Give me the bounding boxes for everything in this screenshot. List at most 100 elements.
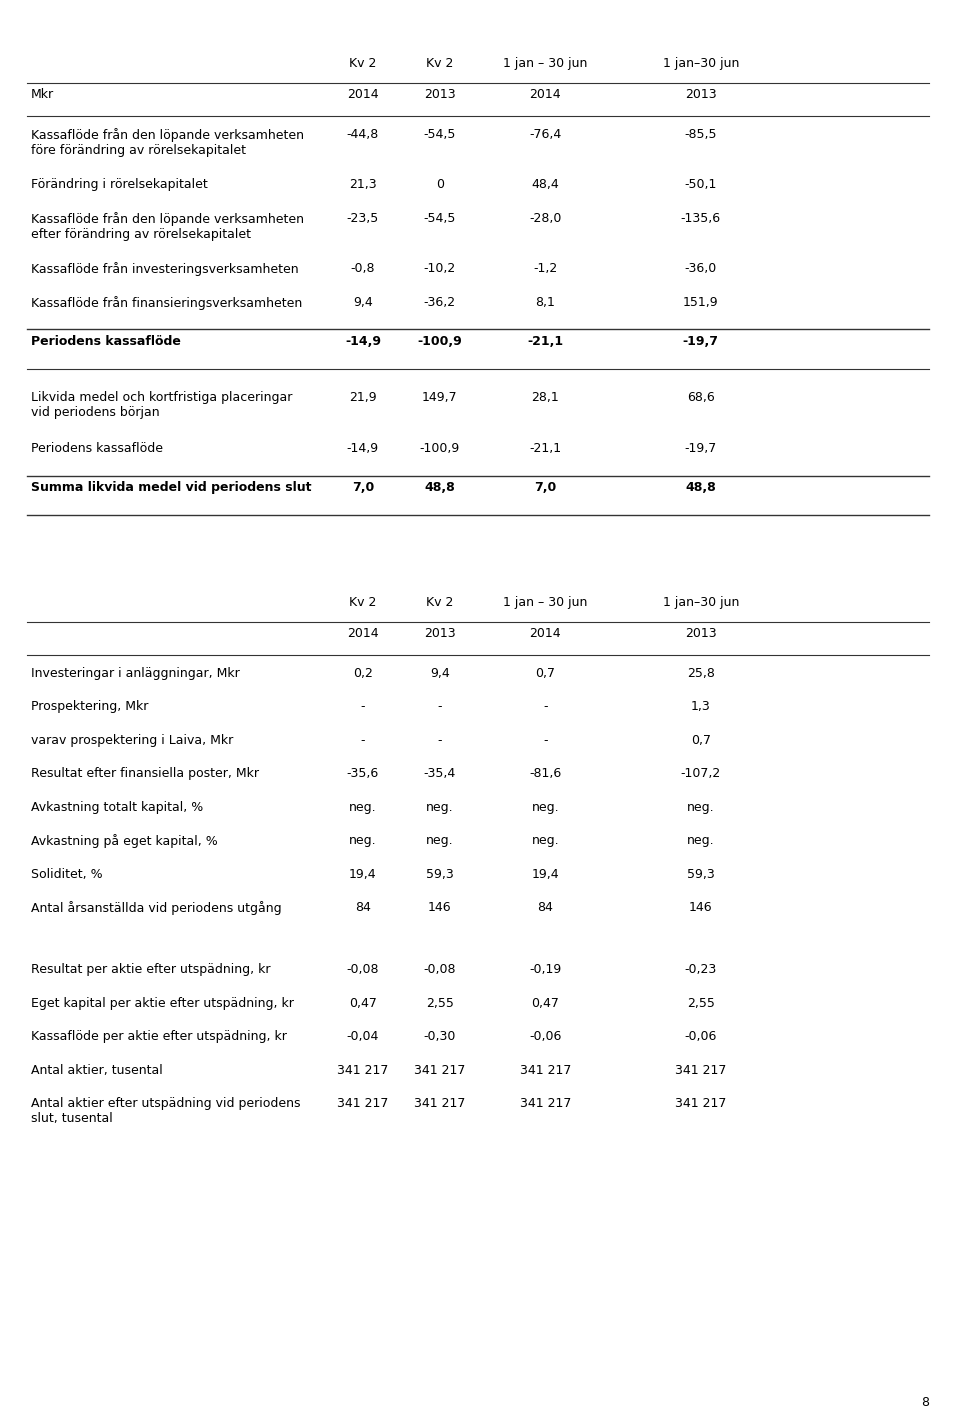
Text: 341 217: 341 217 (675, 1097, 727, 1111)
Text: Resultat efter finansiella poster, Mkr: Resultat efter finansiella poster, Mkr (31, 767, 259, 780)
Text: 341 217: 341 217 (414, 1097, 466, 1111)
Text: 28,1: 28,1 (532, 391, 559, 405)
Text: 151,9: 151,9 (683, 297, 719, 309)
Text: -10,2: -10,2 (423, 262, 456, 275)
Text: -: - (438, 734, 442, 747)
Text: 59,3: 59,3 (687, 867, 714, 881)
Text: Periodens kassaflöde: Periodens kassaflöde (31, 335, 180, 348)
Text: -: - (543, 734, 547, 747)
Text: 2014: 2014 (530, 88, 561, 101)
Text: neg.: neg. (426, 801, 453, 814)
Text: 1 jan – 30 jun: 1 jan – 30 jun (503, 57, 588, 70)
Text: 341 217: 341 217 (337, 1064, 389, 1077)
Text: -0,04: -0,04 (347, 1030, 379, 1044)
Text: 2013: 2013 (685, 88, 716, 101)
Text: -19,7: -19,7 (684, 442, 717, 455)
Text: 146: 146 (689, 901, 712, 914)
Text: 149,7: 149,7 (421, 391, 458, 405)
Text: 2014: 2014 (348, 88, 378, 101)
Text: 0,2: 0,2 (353, 667, 372, 680)
Text: 2013: 2013 (424, 627, 455, 640)
Text: NYCKELTAL: NYCKELTAL (439, 560, 521, 575)
Text: 8: 8 (922, 1396, 929, 1409)
Text: -107,2: -107,2 (681, 767, 721, 780)
Text: 1 jan–30 jun: 1 jan–30 jun (662, 596, 739, 609)
Text: 9,4: 9,4 (353, 297, 372, 309)
Text: 19,4: 19,4 (349, 867, 376, 881)
Text: -23,5: -23,5 (347, 211, 379, 225)
Text: Kv 2: Kv 2 (349, 57, 376, 70)
Text: -0,06: -0,06 (529, 1030, 562, 1044)
Text: -44,8: -44,8 (347, 128, 379, 141)
Text: 84: 84 (355, 901, 371, 914)
Text: 8,1: 8,1 (536, 297, 555, 309)
Text: neg.: neg. (687, 834, 714, 847)
Text: -50,1: -50,1 (684, 178, 717, 191)
Text: Summa likvida medel vid periodens slut: Summa likvida medel vid periodens slut (31, 482, 311, 495)
Text: 0,47: 0,47 (531, 997, 560, 1010)
Text: Mkr: Mkr (31, 88, 54, 101)
Text: 7,0: 7,0 (351, 482, 374, 495)
Text: -19,7: -19,7 (683, 335, 719, 348)
Text: -: - (361, 734, 365, 747)
Text: 2014: 2014 (348, 627, 378, 640)
Text: -0,19: -0,19 (529, 964, 562, 977)
Text: 19,4: 19,4 (532, 867, 559, 881)
Text: Antal årsanställda vid periodens utgång: Antal årsanställda vid periodens utgång (31, 901, 281, 915)
Text: Kv 2: Kv 2 (349, 596, 376, 609)
Text: -0,08: -0,08 (423, 964, 456, 977)
Text: -14,9: -14,9 (347, 442, 379, 455)
Text: 0,47: 0,47 (348, 997, 377, 1010)
Text: -76,4: -76,4 (529, 128, 562, 141)
Text: varav prospektering i Laiva, Mkr: varav prospektering i Laiva, Mkr (31, 734, 233, 747)
Text: -100,9: -100,9 (420, 442, 460, 455)
Text: 0,7: 0,7 (691, 734, 710, 747)
Text: -81,6: -81,6 (529, 767, 562, 780)
Text: -54,5: -54,5 (423, 211, 456, 225)
Text: -21,1: -21,1 (527, 335, 564, 348)
Text: -36,2: -36,2 (423, 297, 456, 309)
Text: 2013: 2013 (424, 88, 455, 101)
Text: -: - (438, 700, 442, 713)
Text: 2,55: 2,55 (686, 997, 715, 1010)
Text: -0,8: -0,8 (350, 262, 375, 275)
Text: -0,06: -0,06 (684, 1030, 717, 1044)
Text: 7,0: 7,0 (534, 482, 557, 495)
Text: Kassaflöde från den löpande verksamheten
före förändring av rörelsekapitalet: Kassaflöde från den löpande verksamheten… (31, 128, 303, 157)
Text: Likvida medel och kortfristiga placeringar
vid periodens början: Likvida medel och kortfristiga placering… (31, 391, 292, 419)
Text: Investeringar i anläggningar, Mkr: Investeringar i anläggningar, Mkr (31, 667, 239, 680)
Text: Kv 2: Kv 2 (426, 57, 453, 70)
Text: KONCERNENS KASSAFLÖDESANALYS I SAMMANDRAG: KONCERNENS KASSAFLÖDESANALYS I SAMMANDRA… (282, 21, 678, 36)
Text: Förändring i rörelsekapitalet: Förändring i rörelsekapitalet (31, 178, 207, 191)
Text: 68,6: 68,6 (687, 391, 714, 405)
Text: Eget kapital per aktie efter utspädning, kr: Eget kapital per aktie efter utspädning,… (31, 997, 294, 1010)
Text: 2,55: 2,55 (425, 997, 454, 1010)
Text: -0,23: -0,23 (684, 964, 717, 977)
Text: 48,4: 48,4 (532, 178, 559, 191)
Text: -0,30: -0,30 (423, 1030, 456, 1044)
Text: 341 217: 341 217 (519, 1064, 571, 1077)
Text: Soliditet, %: Soliditet, % (31, 867, 103, 881)
Text: 21,3: 21,3 (349, 178, 376, 191)
Text: Resultat per aktie efter utspädning, kr: Resultat per aktie efter utspädning, kr (31, 964, 270, 977)
Text: 25,8: 25,8 (686, 667, 715, 680)
Text: neg.: neg. (687, 801, 714, 814)
Text: neg.: neg. (532, 801, 559, 814)
Text: -100,9: -100,9 (418, 335, 462, 348)
Text: Antal aktier, tusental: Antal aktier, tusental (31, 1064, 162, 1077)
Text: 9,4: 9,4 (430, 667, 449, 680)
Text: 0,7: 0,7 (536, 667, 555, 680)
Text: neg.: neg. (349, 801, 376, 814)
Text: Kassaflöde per aktie efter utspädning, kr: Kassaflöde per aktie efter utspädning, k… (31, 1030, 287, 1044)
Text: -28,0: -28,0 (529, 211, 562, 225)
Text: -36,0: -36,0 (684, 262, 717, 275)
Text: 341 217: 341 217 (414, 1064, 466, 1077)
Text: -14,9: -14,9 (345, 335, 381, 348)
Text: 146: 146 (428, 901, 451, 914)
Text: -1,2: -1,2 (533, 262, 558, 275)
Text: Kassaflöde från investeringsverksamheten: Kassaflöde från investeringsverksamheten (31, 262, 299, 277)
Text: 59,3: 59,3 (426, 867, 453, 881)
Text: Avkastning totalt kapital, %: Avkastning totalt kapital, % (31, 801, 203, 814)
Text: 48,8: 48,8 (424, 482, 455, 495)
Text: Kv 2: Kv 2 (426, 596, 453, 609)
